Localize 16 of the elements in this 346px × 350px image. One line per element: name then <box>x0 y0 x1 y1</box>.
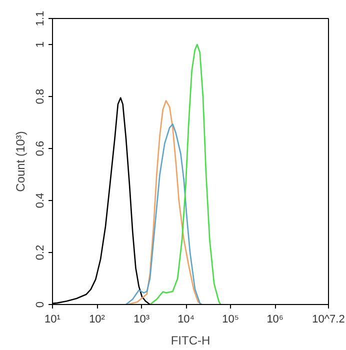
y-tick-label: 0 <box>34 301 46 308</box>
x-tick-label: 10⁵ <box>222 314 239 326</box>
x-tick-label: 10¹ <box>44 314 61 326</box>
x-axis-title: FITC-H <box>170 334 210 348</box>
x-tick-label: 10⁴ <box>178 314 195 326</box>
y-tick-label: 0.2 <box>34 244 46 260</box>
y-tick-label: 0.6 <box>34 140 46 156</box>
x-tick-label: 10² <box>89 314 106 326</box>
y-tick-label: 1 <box>34 41 46 48</box>
x-tick-label: 10³ <box>134 314 150 326</box>
x-tick-label: 10^7.2 <box>312 314 345 326</box>
x-tick-label: 10⁶ <box>266 314 284 326</box>
y-axis-title: Count (10³) <box>14 131 28 192</box>
y-tick-label: 0.4 <box>34 192 46 208</box>
y-tick-label: 0.8 <box>34 88 46 104</box>
y-tick-label: 1.1 <box>34 10 46 26</box>
